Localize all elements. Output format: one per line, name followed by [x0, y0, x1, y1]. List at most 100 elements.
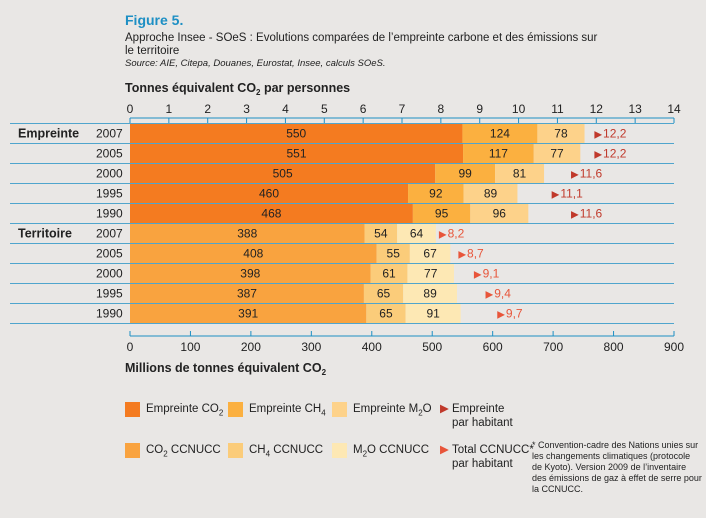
legend-marker-empreinte: ▶: [440, 403, 449, 415]
per-capita-marker: ▶: [594, 130, 602, 141]
bar-co2: [130, 264, 371, 283]
top-tick-label: 9: [476, 102, 483, 116]
legend-swatch-ccnucc-ch4: [228, 443, 243, 458]
per-capita-marker: ▶: [552, 190, 560, 201]
per-capita-marker: ▶: [571, 210, 579, 221]
value-ch4: 54: [374, 227, 388, 241]
bar-co2: [130, 164, 436, 183]
value-n2o: 89: [423, 287, 437, 301]
value-ch4: 65: [379, 307, 393, 321]
value-n2o: 77: [550, 147, 564, 161]
bar-co2: [130, 204, 413, 223]
group-label: Empreinte: [18, 127, 79, 141]
value-n2o: 96: [493, 207, 507, 221]
value-co2: 550: [286, 127, 306, 141]
bar-co2: [130, 224, 365, 243]
bottom-tick-label: 200: [241, 340, 261, 354]
value-co2: 460: [259, 187, 279, 201]
value-co2: 391: [238, 307, 258, 321]
year-label: 1995: [96, 187, 123, 201]
bar-n2o: [470, 204, 529, 223]
year-label: 2007: [96, 127, 123, 141]
value-n2o: 89: [484, 187, 498, 201]
legend-label-empreinte-n2o: Empreinte M2O: [353, 403, 432, 418]
bar-ch4: [363, 284, 404, 303]
bar-co2: [130, 244, 377, 263]
bar-ch4: [462, 124, 538, 143]
legend-label-ccnucc-ch4: CH4 CCNUCC: [249, 444, 324, 459]
legend-label-empreinte-per-capita: Empreinte par habitant: [452, 403, 513, 429]
bar-n2o: [537, 124, 585, 143]
footnote: * Convention-cadre des Nations unies sur…: [532, 440, 702, 494]
legend-swatch-ccnucc-n2o: [332, 443, 347, 458]
per-capita-value: 12,2: [603, 127, 627, 141]
group-label: Territoire: [18, 227, 72, 241]
legend-swatch-empreinte-n2o: [332, 402, 347, 417]
per-capita-marker: ▶: [474, 270, 482, 281]
top-tick-label: 14: [667, 102, 681, 116]
bar-n2o: [495, 164, 545, 183]
top-tick-label: 1: [166, 102, 173, 116]
bottom-tick-label: 800: [604, 340, 624, 354]
legend-label-total-per-capita: Total CCNUCC* par habitant: [452, 444, 534, 470]
bar-co2: [130, 144, 464, 163]
per-capita-marker: ▶: [458, 250, 466, 261]
bar-co2: [130, 124, 463, 143]
value-n2o: 77: [424, 267, 438, 281]
bar-ch4: [435, 164, 496, 183]
bottom-tick-label: 700: [543, 340, 563, 354]
top-tick-label: 4: [282, 102, 289, 116]
legend-label-ccnucc-co2: CO2 CCNUCC: [146, 444, 221, 459]
per-capita-value: 9,1: [483, 267, 500, 281]
year-label: 2000: [96, 167, 123, 181]
value-n2o: 91: [426, 307, 440, 321]
legend-marker-total: ▶: [440, 444, 449, 456]
bar-n2o: [403, 284, 458, 303]
year-label: 1990: [96, 307, 123, 321]
value-co2: 408: [243, 247, 263, 261]
per-capita-marker: ▶: [571, 170, 579, 181]
bar-n2o: [407, 264, 454, 283]
value-ch4: 65: [377, 287, 391, 301]
bar-n2o: [409, 244, 451, 263]
top-tick-label: 2: [204, 102, 211, 116]
top-tick-label: 6: [360, 102, 367, 116]
per-capita-value: 9,7: [506, 307, 523, 321]
value-ch4: 95: [435, 207, 449, 221]
top-tick-label: 10: [512, 102, 526, 116]
value-ch4: 124: [490, 127, 510, 141]
bar-co2: [130, 304, 367, 323]
bar-n2o: [397, 224, 436, 243]
top-tick-label: 12: [590, 102, 604, 116]
value-co2: 387: [237, 287, 257, 301]
top-tick-label: 11: [551, 102, 564, 116]
value-co2: 505: [273, 167, 293, 181]
chart-subtitle: Approche Insee - SOeS : Evolutions compa…: [125, 32, 598, 57]
bar-ch4: [412, 204, 471, 223]
per-capita-value: 12,2: [603, 147, 627, 161]
value-n2o: 64: [410, 227, 424, 241]
bar-ch4: [376, 244, 410, 263]
year-label: 1995: [96, 287, 123, 301]
year-label: 2005: [96, 247, 123, 261]
legend-label-empreinte-ch4: Empreinte CH4: [249, 403, 326, 418]
per-capita-value: 11,6: [580, 167, 603, 181]
value-co2: 398: [240, 267, 260, 281]
per-capita-value: 8,2: [448, 227, 465, 241]
bottom-tick-label: 100: [180, 340, 200, 354]
legend-swatch-empreinte-co2: [125, 402, 140, 417]
bottom-tick-label: 0: [127, 340, 134, 354]
value-co2: 551: [287, 147, 307, 161]
bar-n2o: [463, 184, 518, 203]
bar-ch4: [370, 264, 408, 283]
per-capita-value: 11,6: [580, 207, 603, 221]
value-ch4: 61: [382, 267, 396, 281]
bottom-tick-label: 600: [483, 340, 503, 354]
bottom-tick-label: 900: [664, 340, 684, 354]
top-tick-label: 5: [321, 102, 328, 116]
bar-co2: [130, 184, 409, 203]
bar-ch4: [364, 224, 398, 243]
year-label: 2007: [96, 227, 123, 241]
value-ch4: 55: [387, 247, 401, 261]
